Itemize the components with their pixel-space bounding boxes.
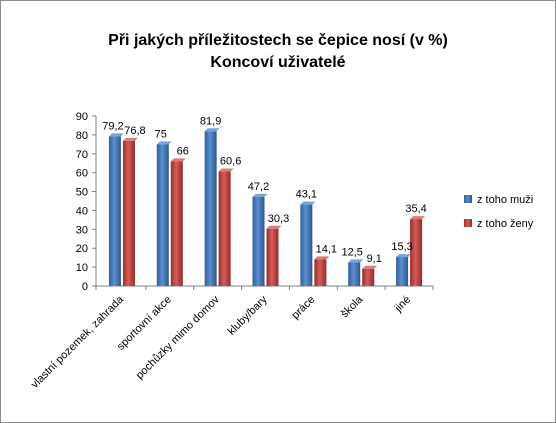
chart-title-block: Při jakých příležitostech se čepice nosí… [0, 30, 556, 74]
bar-men-top [204, 128, 220, 132]
chart-subtitle: Konco­ví uživatelé [210, 54, 346, 71]
bar-men-top [156, 141, 172, 145]
y-tick-label: 0 [82, 281, 88, 293]
legend-label: z toho muži [477, 194, 533, 206]
bar-women [314, 259, 327, 286]
x-category-label: škola [339, 293, 366, 320]
bar-women-top [410, 216, 426, 220]
bar-women-top [314, 256, 330, 260]
bar-men [252, 196, 265, 286]
bar-men [300, 204, 313, 286]
data-label-women: 30,3 [268, 213, 289, 225]
bar-men-top [348, 259, 364, 263]
axes: 0 10 20 30 40 50 60 70 80 90 [76, 111, 434, 293]
bar-women-top [170, 158, 186, 162]
bar-men-top [108, 133, 124, 137]
bar-women [170, 161, 183, 286]
legend-label: z toho ženy [477, 218, 534, 230]
bar-men-top [300, 201, 316, 205]
bar-women-top [122, 137, 138, 141]
bar-women [122, 140, 135, 286]
y-tick-label: 70 [76, 149, 88, 161]
data-label-men: 12,5 [342, 246, 363, 258]
y-tick-label: 60 [76, 168, 88, 180]
bar-women-top [362, 265, 378, 269]
bar-men [348, 262, 361, 286]
data-label-men: 43,1 [296, 189, 317, 201]
y-tick-label: 80 [76, 130, 88, 142]
y-tick-label: 20 [76, 243, 88, 255]
bar-men [396, 257, 409, 286]
x-category-label: práce [290, 294, 318, 322]
legend-swatch [464, 195, 472, 203]
x-category-label: vlastní pozemek, zahrada [29, 293, 127, 391]
legend: z toho muži z toho ženy [464, 194, 534, 230]
bar-men [204, 131, 217, 286]
data-label-women: 9,1 [367, 253, 382, 265]
bar-men-top [396, 254, 412, 258]
y-tick-label: 50 [76, 187, 88, 199]
bar-women [362, 268, 375, 286]
data-label-women: 14,1 [316, 243, 337, 255]
data-label-women: 66 [177, 145, 189, 157]
y-tick-label: 30 [76, 224, 88, 236]
y-tick-label: 10 [76, 262, 88, 274]
data-label-men: 15,3 [391, 241, 412, 253]
y-tick-label: 90 [76, 111, 88, 123]
data-label-men: 81,9 [200, 115, 221, 127]
bar-women-top [266, 225, 282, 229]
bar-men-top [252, 193, 268, 197]
data-label-women: 35,4 [405, 203, 426, 215]
legend-swatch [464, 219, 472, 227]
bar-men [156, 144, 169, 286]
bar-women [410, 219, 423, 286]
chart-title: Při jakých příležitostech se čepice nosí… [108, 32, 448, 49]
bar-men [108, 136, 121, 286]
data-label-men: 47,2 [248, 181, 269, 193]
data-label-men: 75 [155, 128, 167, 140]
x-category-label: kluby/bary [226, 293, 270, 337]
data-label-women: 76,8 [124, 125, 145, 137]
x-category-label: jiné [392, 294, 413, 315]
bars [108, 128, 426, 286]
bar-women [218, 171, 231, 286]
data-label-men: 79,2 [102, 120, 123, 132]
bar-women-top [218, 168, 234, 172]
bar-women [266, 228, 279, 286]
x-category-label: pochůzky mimo domov [134, 293, 222, 381]
y-tick-label: 40 [76, 205, 88, 217]
data-label-women: 60,6 [220, 156, 241, 168]
